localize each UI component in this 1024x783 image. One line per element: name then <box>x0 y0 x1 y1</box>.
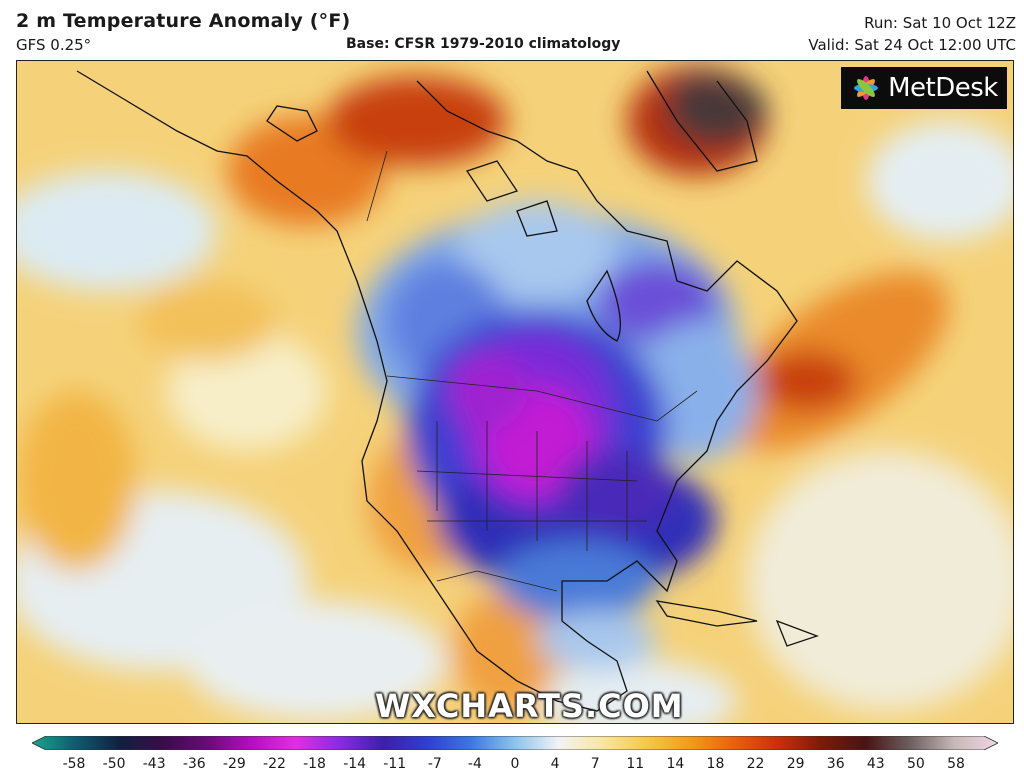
legend-tick-label: 29 <box>786 756 805 772</box>
valid-time-label: Valid: Sat 24 Oct 12:00 UTC <box>808 36 1016 54</box>
legend-tick-label: -7 <box>427 756 442 772</box>
legend-tick-label: 43 <box>866 756 885 772</box>
legend-tick-label: 4 <box>550 756 560 772</box>
legend-tick-label: -58 <box>62 756 86 772</box>
color-legend-bar <box>31 735 999 751</box>
color-legend-ticks: -58 -50 -43 -36 -29 -22 -18 -14 -11 -7 -4 0 4 7 11 14 18… <box>32 756 998 776</box>
legend-tick-label: 0 <box>510 756 520 772</box>
legend-tick-label: 7 <box>590 756 600 772</box>
run-time-label: Run: Sat 10 Oct 12Z <box>864 14 1016 32</box>
legend-tick-label: -14 <box>343 756 367 772</box>
legend-tick-label: 14 <box>666 756 685 772</box>
map-canvas <box>17 61 1013 723</box>
legend-tick-label: -11 <box>383 756 407 772</box>
legend-tick-label: -29 <box>222 756 246 772</box>
legend-tick-label: 18 <box>706 756 725 772</box>
political-borders <box>366 150 698 592</box>
legend-tick-label: -4 <box>467 756 482 772</box>
coastlines <box>76 70 819 712</box>
legend-tick-label: -22 <box>263 756 286 772</box>
color-ramp <box>31 735 999 751</box>
legend-tick-label: -43 <box>142 756 166 772</box>
legend-tick-label: -50 <box>102 756 126 772</box>
chart-title: 2 m Temperature Anomaly (°F) <box>16 10 351 32</box>
legend-tick-label: 36 <box>826 756 845 772</box>
legend-tick-label: 58 <box>947 756 965 772</box>
metdesk-logo: MetDesk <box>841 67 1007 109</box>
anomaly-map[interactable]: MetDesk WXCHARTS.COM <box>16 60 1014 724</box>
model-label: GFS 0.25° <box>16 36 92 54</box>
legend-tick-label: 11 <box>626 756 645 772</box>
legend-tick-label: -36 <box>182 756 206 772</box>
base-climatology-label: Base: CFSR 1979-2010 climatology <box>346 36 621 52</box>
legend-tick-label: 50 <box>906 756 925 772</box>
legend-tick-label: -18 <box>303 756 326 772</box>
color-legend-svg <box>31 735 999 751</box>
wxcharts-watermark: WXCHARTS.COM <box>375 687 684 724</box>
metdesk-logo-text: MetDesk <box>888 73 998 103</box>
legend-tick-label: 22 <box>746 756 765 772</box>
metdesk-flower-icon <box>854 76 879 100</box>
